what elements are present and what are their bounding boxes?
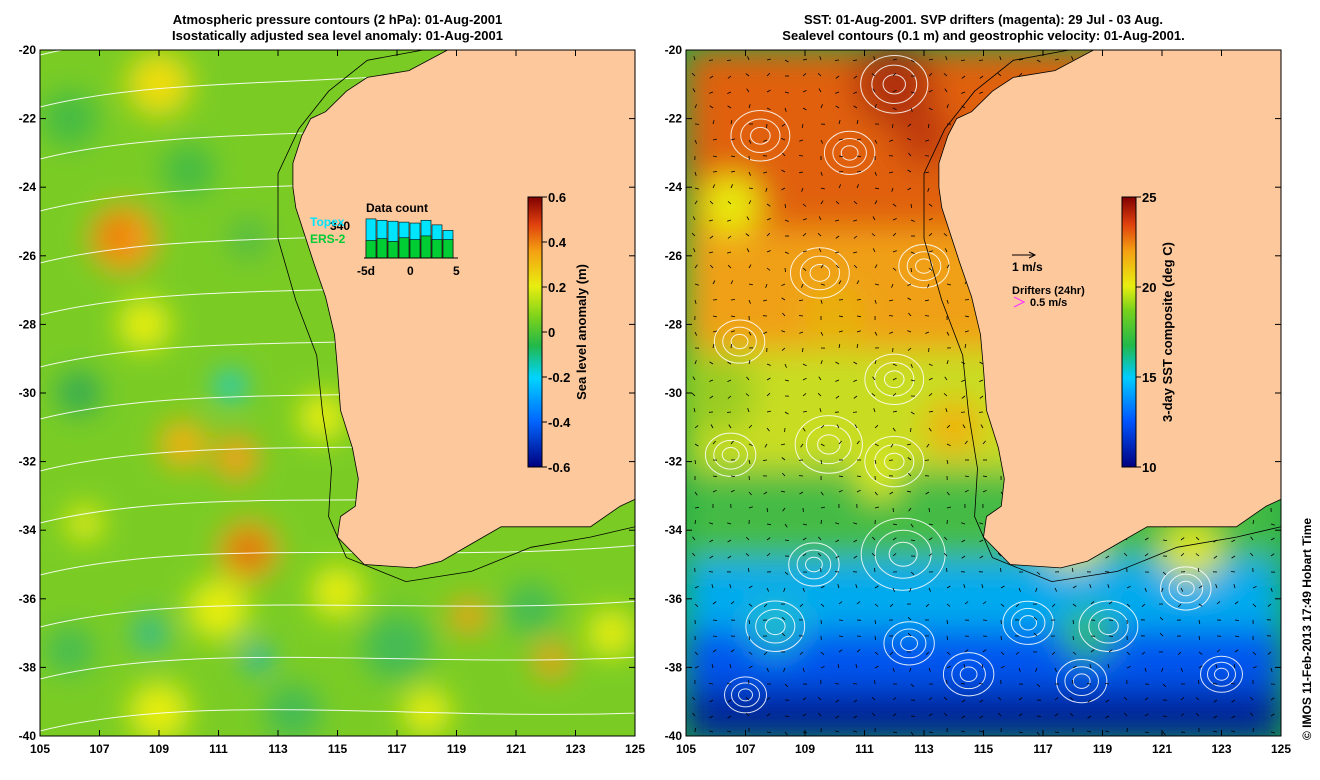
y-tick-label: -38	[19, 660, 37, 674]
sst-colorbar: 25 20 15 10 3-day SST composite (deg C)	[1121, 190, 1175, 475]
count-axis-mid: 0	[407, 264, 414, 278]
y-tick-label: -30	[19, 386, 37, 400]
y-tick-label: -20	[665, 43, 683, 57]
x-tick-label: 119	[1093, 742, 1113, 756]
y-tick-label: -22	[19, 112, 37, 126]
x-tick-label: 109	[795, 742, 815, 756]
drifters-scale-label: 0.5 m/s	[1030, 297, 1067, 309]
y-tick-label: -40	[19, 729, 37, 743]
x-tick-label: 115	[328, 742, 348, 756]
x-tick-label: 111	[209, 742, 228, 756]
y-tick-label: -36	[665, 592, 683, 606]
sea-level-anomaly-map: 105 107 109 111 113 115 117 119 121 123 125 -20 -22…	[19, 43, 646, 756]
y-tick-label: -32	[665, 455, 683, 469]
y-tick-label: -32	[19, 455, 37, 469]
x-tick-label: 107	[89, 742, 109, 756]
right-title-line2: Sealevel contours (0.1 m) and geostrophi…	[782, 28, 1185, 43]
sst-map: 105 107 109 111 113 115 117 119 121 123 125 -20 -22…	[665, 43, 1292, 756]
count-axis-right: 5	[453, 264, 460, 278]
ers2-count-bar	[420, 235, 432, 259]
sea-level-colorbar: 0.6 0.4 0.2 0 -0.2 -0.4 -0.6 Sea level anomaly…	[527, 190, 589, 475]
x-tick-label: 107	[735, 742, 755, 756]
y-tick-label: -26	[665, 249, 683, 263]
ers2-count-bar	[376, 238, 388, 259]
data-count-title: Data count	[366, 201, 428, 215]
drifters-title: Drifters (24hr)	[1012, 285, 1085, 297]
ers2-count-bar	[398, 237, 410, 259]
ers2-count-bar	[431, 239, 443, 259]
sst-colorbar-label: 3-day SST composite (deg C)	[1160, 242, 1175, 422]
colorbar-label: Sea level anomaly (m)	[574, 264, 589, 400]
x-tick-label: 119	[447, 742, 467, 756]
y-tick-label: -34	[19, 523, 37, 537]
y-tick-label: -28	[665, 317, 683, 331]
shelf-contour	[277, 50, 635, 583]
ers2-count-bar	[387, 241, 399, 259]
colorbar-tick-label: 10	[1142, 460, 1156, 475]
colorbar-tick-label: 0	[548, 325, 555, 340]
y-tick-label: -36	[19, 592, 37, 606]
shelf-contour-sst	[923, 50, 1281, 583]
velocity-scale-label: 1 m/s	[1012, 260, 1043, 274]
y-tick-label: -30	[665, 386, 683, 400]
ers2-count-bar	[442, 239, 454, 259]
y-tick-label: -24	[19, 180, 37, 194]
x-tick-label: 117	[1033, 742, 1053, 756]
x-tick-label: 111	[855, 742, 874, 756]
colorbar-tick-label: 0.4	[548, 235, 567, 250]
y-tick-label: -24	[665, 180, 683, 194]
left-title-line1: Atmospheric pressure contours (2 hPa): 0…	[172, 12, 503, 27]
y-tick-label: -22	[665, 112, 683, 126]
y-tick-label: -40	[665, 729, 683, 743]
left-title-line2: Isostatically adjusted sea level anomaly…	[172, 28, 503, 43]
colorbar-tick-label: -0.6	[548, 460, 570, 475]
colorbar-tick-label: -0.2	[548, 370, 570, 385]
colorbar-tick-label: 20	[1142, 280, 1156, 295]
x-tick-label: 125	[1271, 742, 1291, 756]
topex-legend-label: Topex	[310, 215, 345, 229]
colorbar-tick-label: 25	[1142, 190, 1156, 205]
colorbar-tick-label: -0.4	[548, 415, 571, 430]
y-tick-label: -26	[19, 249, 37, 263]
x-tick-label: 115	[974, 742, 994, 756]
x-tick-label: 117	[387, 742, 407, 756]
data-count-inset: 340 Topex Data count Topex ERS-2 -5d 0 5	[310, 201, 460, 278]
y-tick-label: -20	[19, 43, 37, 57]
x-tick-label: 113	[268, 742, 288, 756]
x-tick-label: 121	[506, 742, 526, 756]
x-tick-label: 123	[1211, 742, 1231, 756]
x-tick-label: 109	[149, 742, 169, 756]
colorbar-tick-label: 15	[1142, 370, 1156, 385]
count-axis-left: -5d	[357, 264, 375, 278]
right-title-line1: SST: 01-Aug-2001. SVP drifters (magenta)…	[803, 12, 1164, 27]
ers2-count-bar	[365, 240, 377, 259]
colorbar-tick-label: 0.2	[548, 280, 566, 295]
x-tick-label: 123	[565, 742, 585, 756]
velocity-legend: 1 m/s Drifters (24hr) 0.5 m/s	[1012, 251, 1085, 309]
ers2-legend-label: ERS-2	[310, 232, 346, 246]
x-tick-label: 105	[30, 742, 50, 756]
australia-land	[292, 50, 635, 569]
x-tick-label: 105	[676, 742, 696, 756]
x-tick-label: 125	[625, 742, 645, 756]
y-tick-label: -38	[665, 660, 683, 674]
ers2-count-bar	[409, 239, 421, 259]
colorbar-tick-label: 0.6	[548, 190, 566, 205]
data-count-max-label: 340	[330, 219, 350, 233]
y-tick-label: -34	[665, 523, 683, 537]
credit-text: © IMOS 11-Feb-2013 17:49 Hobart Time	[1300, 517, 1314, 740]
australia-land-sst	[938, 50, 1281, 569]
x-tick-label: 121	[1152, 742, 1172, 756]
right-map-title: SST: 01-Aug-2001. SVP drifters (magenta)…	[686, 12, 1281, 44]
left-map-title: Atmospheric pressure contours (2 hPa): 0…	[40, 12, 635, 44]
x-tick-label: 113	[914, 742, 934, 756]
y-tick-label: -28	[19, 317, 37, 331]
